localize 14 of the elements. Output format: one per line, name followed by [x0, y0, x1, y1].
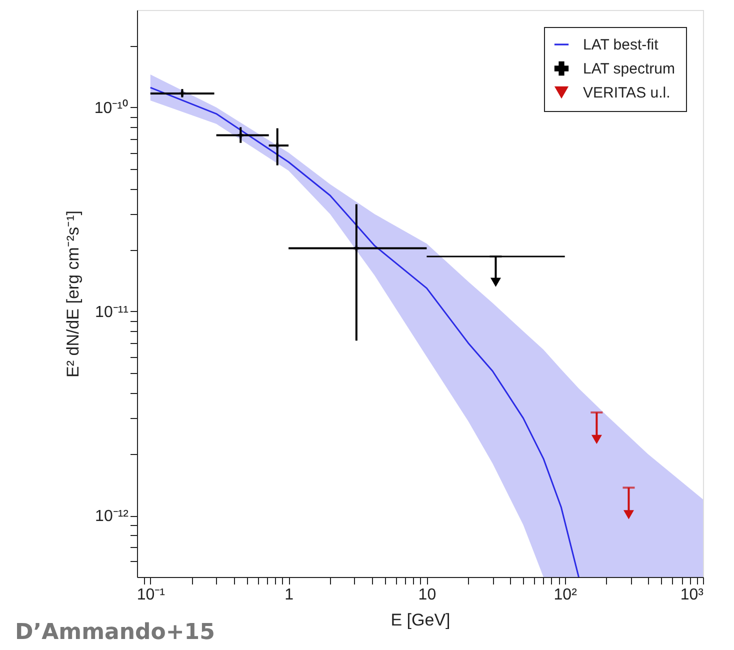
- text: D’Ammando+15: [15, 620, 215, 645]
- x-tick-label: 10⁻¹: [136, 586, 165, 604]
- x-tick-label: 10³: [680, 586, 704, 604]
- legend-label: VERITAS u.l.: [583, 84, 670, 102]
- x-axis-title: E [GeV]: [390, 610, 450, 630]
- x-tick-label: 1: [284, 586, 294, 604]
- y-axis-title: E² dN/dE [erg cm⁻²s⁻¹]: [63, 210, 82, 378]
- y-tick-label: 10⁻¹¹: [95, 304, 128, 321]
- legend-label: LAT spectrum: [583, 60, 675, 78]
- x-tick-label: 10: [418, 586, 436, 604]
- legend-label: LAT best-fit: [583, 36, 660, 54]
- y-tick-label: 10⁻¹⁰: [94, 98, 128, 117]
- y-tick-label: 10⁻¹²: [95, 508, 130, 526]
- x-tick-label: 10²: [554, 586, 578, 604]
